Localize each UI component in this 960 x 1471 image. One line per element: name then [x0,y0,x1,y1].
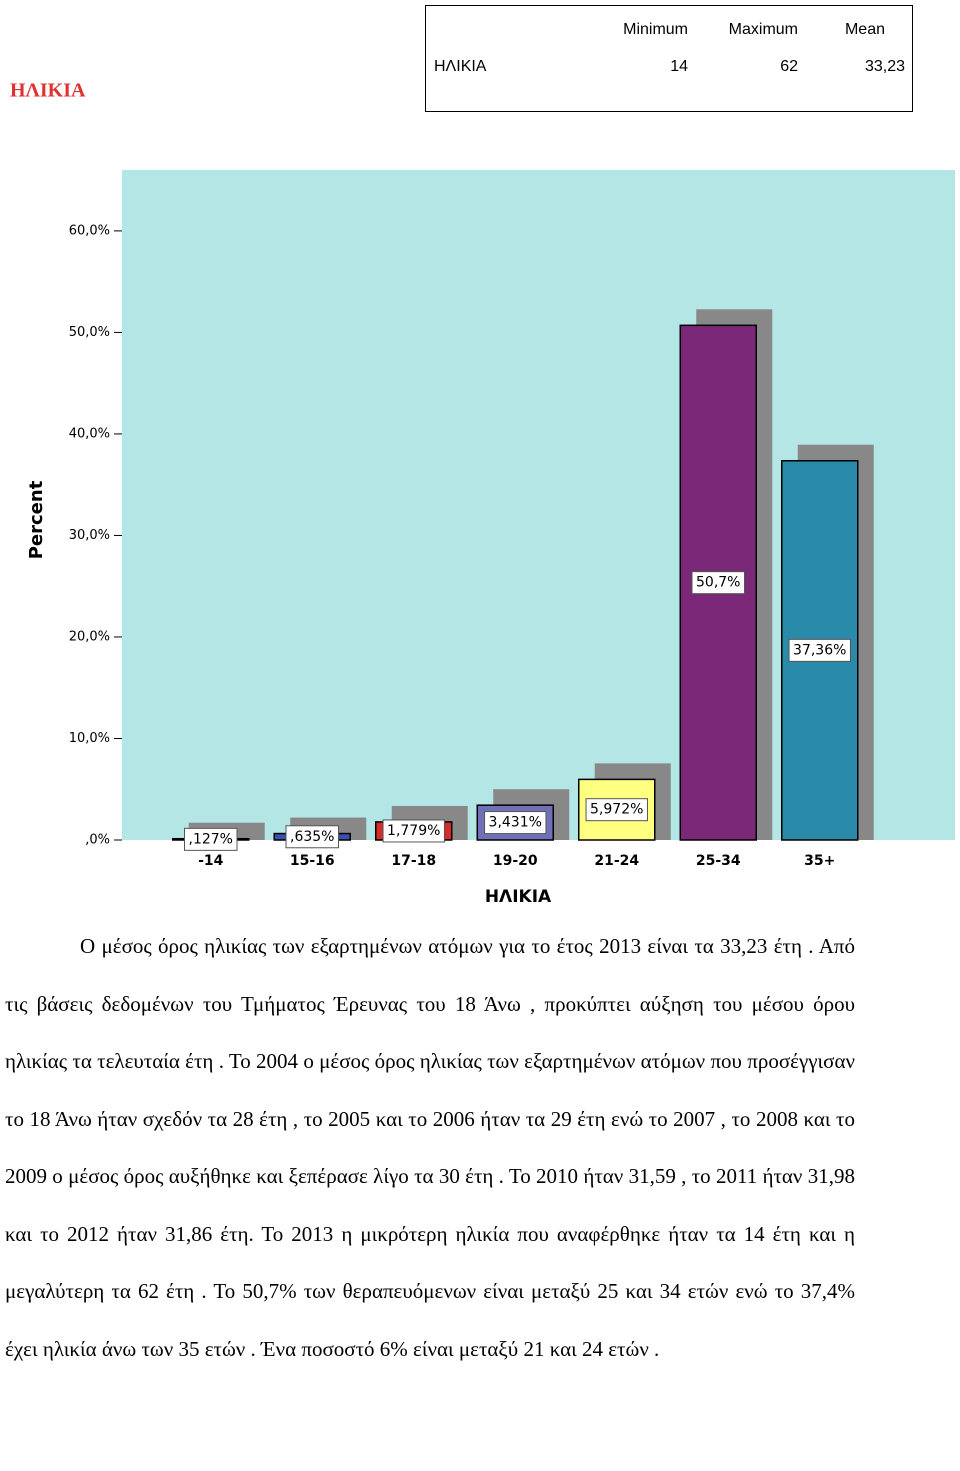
column-header: Mean [844,21,885,38]
value-label: ,127% [189,831,233,847]
y-tick-label: 60,0% [69,223,110,238]
cell: 62 [780,58,798,75]
y-tick-label: 10,0% [69,731,110,746]
value-label-box [484,811,547,835]
value-label-box [788,638,851,662]
x-tick-label: 19-20 [493,853,538,869]
x-axis-label: ΗΛΙΚΙΑ [485,887,552,907]
value-label: ,635% [290,829,334,845]
row-label: ΗΛΙΚΙΑ [434,58,487,75]
stats-table: Minimum Maximum Mean ΗΛΙΚΙΑ 14 62 33,23 [425,5,913,112]
value-label-box [184,827,238,851]
value-label: 50,7% [696,575,740,591]
value-label: 5,972% [590,802,643,818]
value-label-box [285,825,339,849]
x-tick-label: 15-16 [290,853,335,869]
value-label: 37,36% [793,642,846,658]
x-tick-label: -14 [198,853,224,869]
cell: 33,23 [864,58,905,75]
paragraph: Ο μέσος όρος ηλικίας των εξαρτημένων ατό… [5,934,855,1361]
x-tick-label: 21-24 [594,853,639,869]
heading: ΗΛΙΚΙΑ [10,80,86,102]
x-tick-label: 25-34 [696,853,741,869]
x-tick-label: 17-18 [391,853,436,869]
value-label: 1,779% [387,823,440,839]
y-axis-label: Percent [26,480,47,559]
y-tick-label: 30,0% [69,528,110,543]
cell: 14 [670,58,688,75]
value-label: 3,431% [489,815,542,831]
column-header: Maximum [728,21,798,38]
y-tick-label: 40,0% [69,426,110,441]
y-tick-label: ,0% [85,833,110,848]
y-tick-label: 20,0% [69,629,110,644]
chart: ΗΛΙΚΙΑ Percent ΗΛΙΚΙΑ ,0% 10,0% 20,0% 30,0%… [10,80,955,907]
x-tick-label: 35+ [804,853,835,869]
value-label-box [585,798,648,822]
y-tick-label: 50,0% [69,325,110,340]
value-label-box [691,571,745,595]
column-header: Minimum [623,21,688,38]
value-label-box [382,819,445,843]
